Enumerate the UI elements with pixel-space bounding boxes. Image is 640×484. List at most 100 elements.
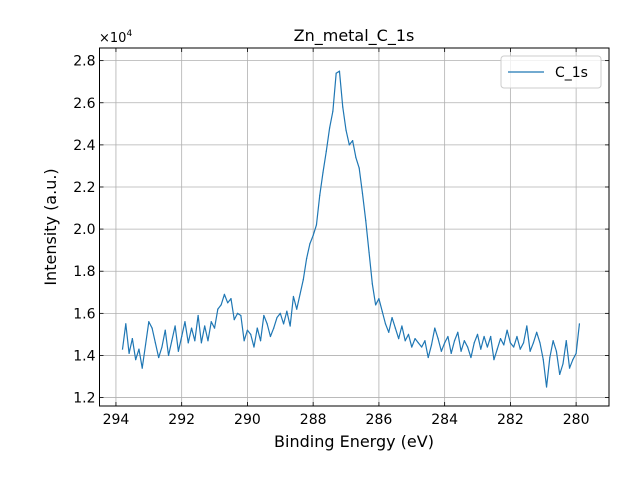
y-axis-offset-label: ×104 <box>99 29 132 46</box>
data-point <box>217 308 219 310</box>
data-point <box>490 335 492 338</box>
data-point <box>121 348 124 350</box>
data-point <box>522 342 525 344</box>
data-point <box>151 327 153 329</box>
data-point <box>575 352 577 354</box>
data-point <box>338 70 341 72</box>
data-point <box>345 129 347 131</box>
data-point <box>424 340 426 342</box>
y-tick-label: 1.8 <box>73 264 95 280</box>
data-point <box>516 335 518 338</box>
data-point <box>470 356 472 359</box>
data-point <box>549 356 551 359</box>
legend-label: C_1s <box>555 65 588 81</box>
data-point <box>128 352 130 354</box>
data-point <box>348 144 350 146</box>
data-point <box>388 331 390 333</box>
data-point <box>463 340 465 342</box>
axis-ticks: 294 292 290 288 286 284 282 280 1.2 1.4 1.6 1.8 2.0 2… <box>73 48 609 428</box>
data-point <box>263 314 265 317</box>
data-point <box>256 327 258 329</box>
data-point <box>158 356 160 359</box>
data-point <box>519 348 521 350</box>
data-point <box>404 340 406 342</box>
x-tick-label: 288 <box>300 412 327 428</box>
data-point <box>138 348 140 350</box>
data-point <box>299 293 301 295</box>
legend-box <box>500 55 602 89</box>
data-point <box>480 348 482 350</box>
y-scale-multiplier: ×10 <box>99 31 126 46</box>
data-point <box>457 331 459 333</box>
data-point <box>329 127 331 129</box>
data-point <box>414 338 416 340</box>
data-point <box>368 251 370 253</box>
data-point <box>322 171 324 173</box>
data-point <box>434 327 436 329</box>
data-point <box>526 325 528 327</box>
data-point <box>148 321 150 323</box>
data-point <box>371 283 373 285</box>
y-scale-exponent: 4 <box>126 29 132 39</box>
data-point <box>342 106 344 108</box>
data-point <box>164 329 166 331</box>
data-point <box>187 342 189 344</box>
data-point <box>319 194 321 197</box>
x-tick-label: 292 <box>168 412 195 428</box>
data-point <box>545 386 548 388</box>
data-point <box>335 72 337 74</box>
series-layer <box>121 70 581 388</box>
data-point <box>243 340 245 342</box>
data-point <box>444 342 446 344</box>
data-point <box>332 110 334 112</box>
data-point <box>473 342 475 344</box>
data-point <box>450 352 452 354</box>
data-point <box>309 243 311 245</box>
data-point <box>536 331 538 333</box>
data-point <box>361 192 364 194</box>
data-point <box>391 316 393 319</box>
data-point <box>246 329 249 331</box>
data-point <box>286 310 288 312</box>
data-point <box>378 298 380 300</box>
data-point <box>213 327 216 329</box>
y-tick-label: 1.6 <box>73 306 95 322</box>
data-point <box>276 316 278 319</box>
data-point <box>223 293 226 295</box>
data-point <box>204 325 206 327</box>
data-point <box>562 363 564 365</box>
x-tick-label: 280 <box>563 412 590 428</box>
y-tick-label: 1.2 <box>73 391 95 407</box>
data-point <box>197 314 199 317</box>
data-point <box>200 342 202 344</box>
data-point <box>210 321 212 323</box>
data-point <box>467 346 469 348</box>
data-point <box>296 308 298 310</box>
data-point <box>565 340 567 342</box>
data-point <box>352 140 354 142</box>
data-point <box>401 325 403 327</box>
data-point <box>171 340 173 342</box>
data-point <box>240 314 242 317</box>
data-point <box>447 335 449 338</box>
data-point <box>141 367 143 369</box>
data-point <box>440 350 442 352</box>
data-point <box>365 220 367 222</box>
data-point <box>312 234 314 237</box>
data-point <box>559 373 561 376</box>
y-axis-label: Intensity (a.u.) <box>41 168 60 285</box>
data-point <box>430 344 433 346</box>
data-point <box>273 327 275 329</box>
data-point <box>131 338 133 340</box>
data-point <box>381 310 383 312</box>
data-point <box>407 333 410 335</box>
x-tick-label: 286 <box>366 412 393 428</box>
data-point <box>496 348 498 350</box>
y-tick-label: 1.4 <box>73 348 95 364</box>
data-point <box>289 325 291 327</box>
data-point <box>539 342 541 344</box>
data-point <box>233 319 235 321</box>
series-line-c-1s <box>121 70 581 388</box>
